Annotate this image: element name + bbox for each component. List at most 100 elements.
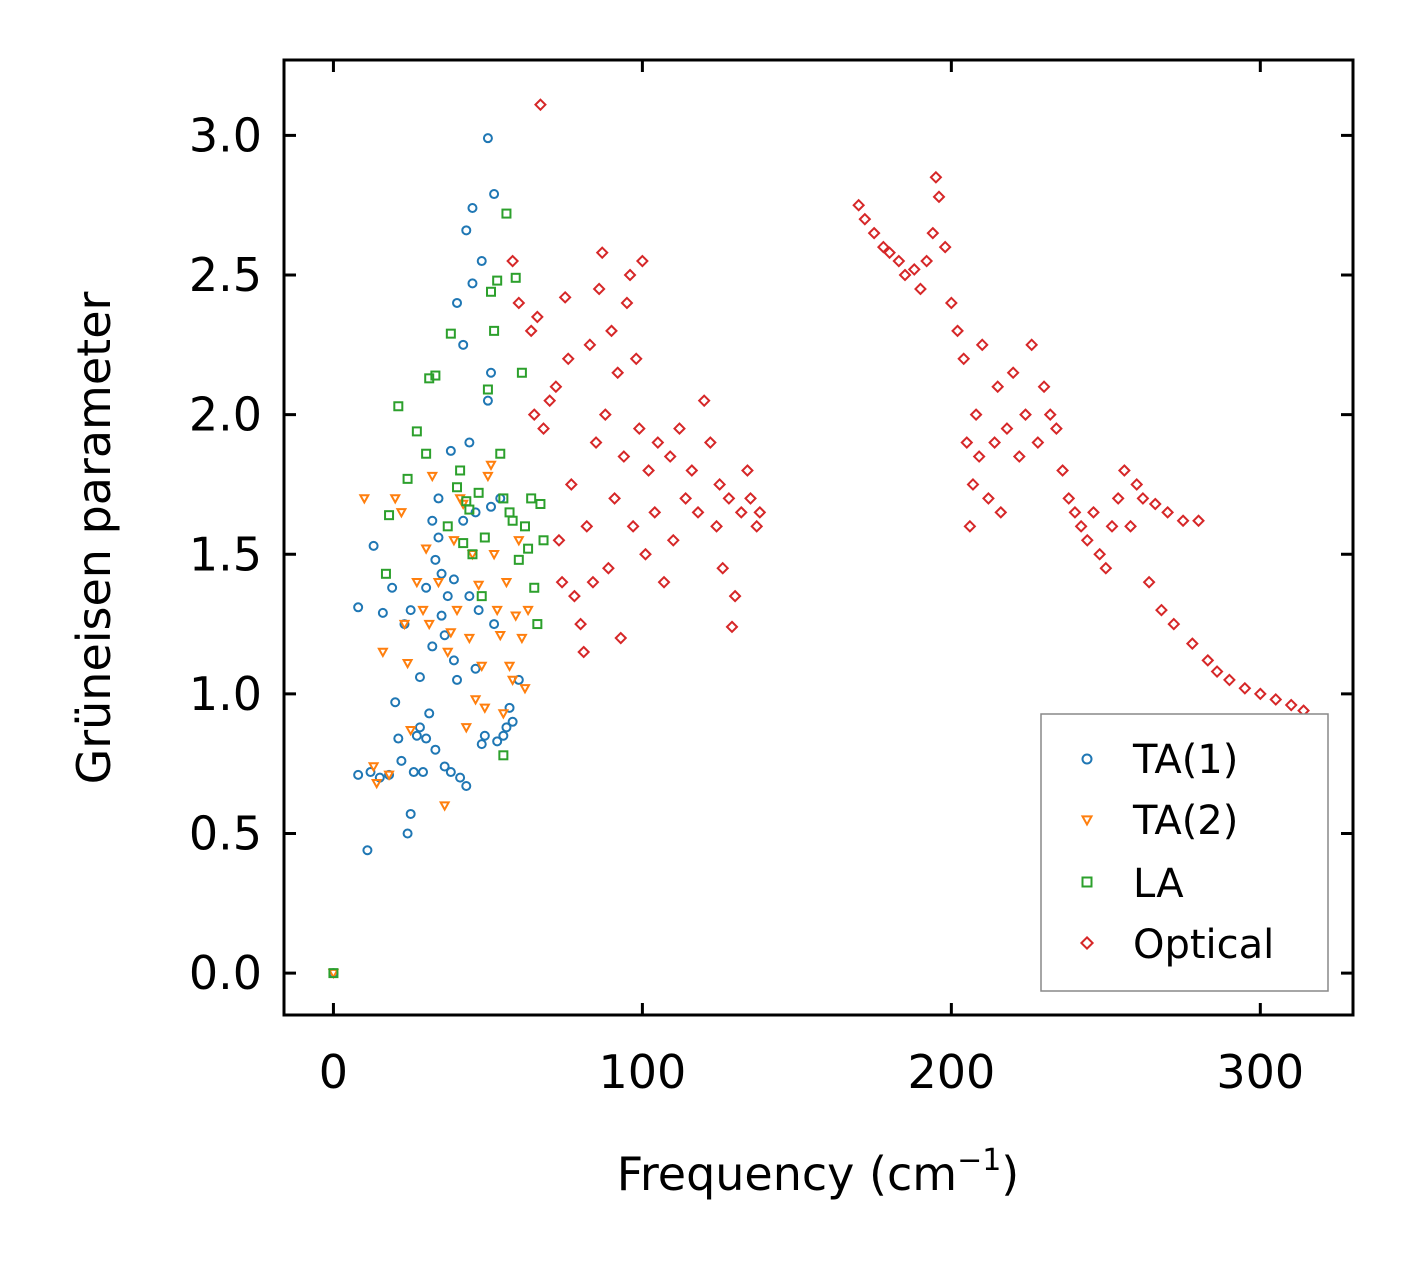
data-point [405, 808, 416, 819]
legend-label-ta2: TA(2) [1132, 798, 1238, 844]
data-point [892, 254, 906, 268]
data-point [506, 675, 519, 686]
data-point [470, 507, 481, 518]
data-point [503, 661, 516, 673]
data-point [1000, 422, 1014, 436]
data-point [506, 254, 520, 268]
data-point [512, 296, 526, 310]
data-point [464, 504, 475, 515]
data-point [436, 610, 447, 621]
data-point [957, 352, 971, 366]
data-point [424, 708, 435, 719]
data-point [907, 263, 921, 276]
data-point [617, 450, 631, 463]
data-point [716, 561, 730, 575]
y-tick-label: 0.5 [189, 806, 262, 860]
data-point [482, 471, 494, 483]
data-point [389, 494, 401, 505]
data-point [972, 450, 986, 463]
legend: TA(1) TA(2) LA Optical [1040, 713, 1329, 992]
data-point [513, 554, 524, 565]
data-point [524, 324, 538, 338]
data-point [529, 582, 540, 593]
legend-label-ta1: TA(1) [1132, 737, 1238, 783]
data-point [944, 296, 958, 310]
data-point [1201, 653, 1215, 667]
data-point [421, 733, 432, 744]
data-point [580, 519, 594, 533]
data-point [500, 577, 513, 589]
data-point [1056, 464, 1069, 477]
data-point [963, 519, 977, 533]
data-point [492, 736, 503, 747]
data-point [433, 532, 444, 543]
y-tick-label: 3.0 [189, 108, 262, 162]
data-point [445, 767, 456, 778]
x-axis-title-close: ) [1001, 1147, 1019, 1201]
data-point [574, 617, 588, 631]
data-point [479, 730, 490, 741]
x-tick-label: 0 [319, 1045, 348, 1099]
data-point [601, 561, 615, 575]
data-point [586, 575, 600, 589]
data-point [620, 296, 634, 310]
data-point [498, 730, 509, 741]
data-point [358, 494, 371, 505]
data-point [507, 716, 518, 727]
data-point [463, 633, 476, 645]
data-point [1093, 547, 1107, 561]
x-axis-title-superscript: −1 [957, 1143, 1001, 1178]
data-point [469, 695, 482, 706]
data-point [367, 762, 380, 773]
data-point [626, 519, 640, 533]
data-point [458, 515, 469, 526]
data-point [377, 647, 389, 659]
data-point [1238, 681, 1252, 695]
data-point [411, 730, 422, 741]
data-point [691, 505, 705, 519]
data-point [448, 536, 460, 547]
data-point [898, 268, 912, 282]
legend-marker-optical [1079, 935, 1095, 951]
data-point [1037, 380, 1051, 394]
data-point [679, 491, 693, 505]
data-point [464, 437, 475, 448]
series-optical [506, 98, 1310, 718]
data-point [519, 684, 531, 695]
data-point [365, 767, 376, 778]
data-point [1148, 497, 1162, 511]
data-point [920, 254, 934, 268]
data-point [543, 394, 557, 408]
data-point [522, 605, 534, 617]
data-point [430, 554, 441, 565]
data-point [516, 367, 527, 378]
data-point [595, 246, 609, 260]
data-point [750, 519, 764, 533]
data-point [430, 370, 441, 381]
data-point [1074, 519, 1088, 533]
data-point [883, 246, 896, 260]
data-point [433, 493, 444, 504]
data-point [710, 519, 723, 533]
data-point [486, 367, 497, 378]
data-point [1111, 491, 1125, 505]
data-point [445, 328, 456, 339]
legend-markers [1079, 753, 1095, 951]
data-point [1049, 422, 1063, 436]
data-point [486, 501, 497, 512]
legend-marker-la [1081, 876, 1093, 888]
data-point [494, 631, 506, 642]
data-point [960, 436, 974, 449]
data-point [526, 493, 537, 504]
data-point [495, 448, 506, 459]
data-point [982, 491, 995, 505]
data-point [1062, 491, 1076, 505]
data-point [741, 464, 754, 477]
data-point [424, 373, 435, 384]
data-point [455, 772, 466, 783]
data-point [427, 641, 438, 652]
data-point [438, 801, 451, 812]
data-point [561, 352, 575, 366]
x-tick-label: 300 [1216, 1045, 1304, 1099]
data-point [393, 401, 404, 412]
